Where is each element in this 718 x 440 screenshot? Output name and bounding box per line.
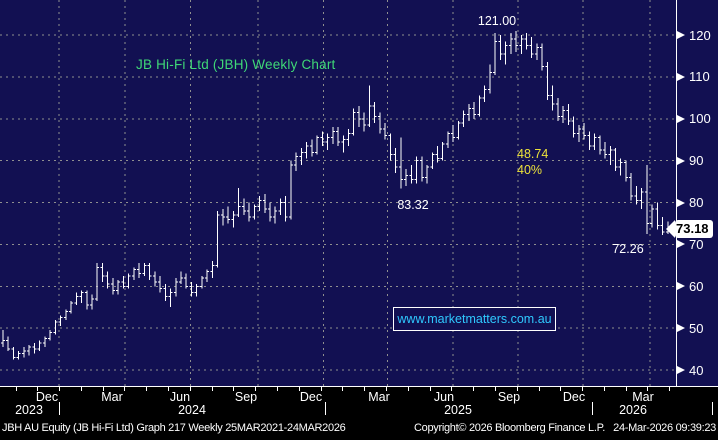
x-axis-month-label: Dec — [35, 390, 59, 404]
x-axis-month-tick — [647, 387, 649, 391]
x-axis-month-tick — [146, 387, 148, 391]
y-axis-label: 120 — [689, 27, 711, 43]
y-axis-label: 40 — [689, 362, 704, 378]
marketmatters-link-text: www.marketmatters.com.au — [397, 312, 552, 326]
x-axis-month-tick — [625, 387, 627, 391]
recent-low-label: 72.26 — [612, 242, 644, 256]
ohlc-weekly-bars — [1, 30, 670, 360]
price-chart-canvas[interactable] — [0, 0, 718, 386]
x-axis-band: Dec Mar Jun Sep Dec Mar Jun Sep Dec Mar 2023 2024 20… — [0, 387, 718, 417]
x-axis-year-separator — [59, 402, 60, 415]
y-axis-tick-icon — [677, 240, 685, 249]
x-axis-month-tick — [473, 387, 475, 391]
y-axis-tick-icon — [677, 366, 685, 374]
x-axis-month-tick — [385, 387, 387, 391]
x-axis-month-label: Sep — [234, 390, 258, 404]
last-price-value: 73.18 — [675, 220, 713, 238]
marketmatters-link[interactable]: www.marketmatters.com.au — [393, 307, 556, 331]
y-axis-label: 100 — [689, 111, 711, 127]
x-axis-month-tick — [124, 387, 126, 391]
x-axis-month-tick — [59, 387, 61, 391]
x-axis-month-tick — [407, 387, 409, 391]
y-axis-tick-icon — [677, 156, 685, 165]
y-axis-tick-icon — [677, 114, 685, 123]
x-axis-month-tick — [37, 387, 39, 391]
last-price-tag: 73.18 — [666, 220, 713, 238]
x-axis-year-separator — [592, 402, 593, 415]
x-axis-month-label: Dec — [562, 390, 586, 404]
status-bar: JBH AU Equity (JB Hi-Fi Ltd) Graph 217 W… — [0, 417, 718, 440]
x-axis-year-label: 2026 — [619, 403, 647, 417]
y-axis-label: 50 — [689, 320, 704, 336]
y-axis-label: 60 — [689, 278, 704, 294]
x-axis-month-label: Dec — [299, 390, 323, 404]
x-axis-month-tick — [582, 387, 583, 391]
x-axis-month-label: Mar — [101, 390, 123, 404]
y-axis-tick-icon — [677, 324, 685, 333]
swing-low-label: 83.32 — [397, 198, 429, 212]
y-axis-label: 70 — [689, 236, 704, 252]
x-axis-month-tick — [298, 387, 300, 391]
x-axis-year-label: 2023 — [15, 403, 43, 417]
x-axis-month-tick — [494, 387, 496, 391]
y-axis-line — [676, 0, 677, 386]
x-axis-month-tick — [211, 387, 213, 391]
chart-title: JB Hi-Fi Ltd (JBH) Weekly Chart — [136, 57, 336, 72]
y-axis-tick-icon — [677, 31, 685, 39]
x-axis-month-label: Jun — [169, 390, 191, 404]
range-percent-label: 40% — [517, 163, 543, 177]
y-axis-tick-icon — [677, 282, 685, 291]
x-axis-month-tick — [189, 387, 191, 391]
x-axis-year-separator — [325, 402, 326, 415]
x-axis-month-tick — [15, 387, 17, 391]
x-axis-month-tick — [429, 387, 431, 391]
status-security-info: JBH AU Equity (JB Hi-Fi Ltd) Graph 217 W… — [2, 422, 346, 434]
x-axis-month-label: Sep — [497, 390, 521, 404]
x-axis-month-tick — [538, 387, 540, 391]
x-axis-month-tick — [669, 387, 671, 391]
x-axis-month-tick — [560, 387, 562, 391]
x-axis-month-tick — [603, 387, 605, 391]
y-axis-label: 80 — [689, 195, 704, 210]
x-axis-month-tick — [168, 387, 169, 391]
range-points-label: 48.74 — [517, 147, 549, 161]
x-axis-month-label: Mar — [632, 390, 654, 404]
x-axis-year-label: 2024 — [178, 403, 206, 417]
chart-plot-area: JB Hi-Fi Ltd (JBH) Weekly Chart 121.00 83… — [0, 0, 718, 386]
status-copyright: Copyright© 2026 Bloomberg Finance L.P. — [414, 422, 605, 434]
y-axis-tick-icon — [677, 72, 685, 81]
x-axis-month-tick — [255, 387, 257, 391]
x-axis-year-separator — [712, 402, 713, 415]
x-axis-month-tick — [277, 387, 278, 391]
status-datetime: 24-Mar-2026 09:39:23 — [613, 422, 716, 434]
x-axis-month-tick — [320, 387, 322, 391]
x-axis-month-tick — [364, 387, 366, 391]
x-axis-month-tick — [102, 387, 104, 391]
x-axis-month-label: Jun — [433, 390, 455, 404]
x-axis-month-label: Mar — [368, 390, 390, 404]
x-axis-month-tick — [342, 387, 344, 391]
x-axis-month-tick — [233, 387, 235, 391]
high-price-label: 121.00 — [477, 14, 517, 28]
x-axis-month-tick — [451, 387, 453, 391]
x-axis-year-label: 2025 — [444, 403, 472, 417]
x-axis-month-tick — [516, 387, 518, 391]
x-axis-month-tick — [80, 387, 82, 391]
y-axis-label: 90 — [689, 153, 704, 169]
y-axis-label: 110 — [689, 69, 710, 85]
last-price-tag-pointer-icon — [666, 220, 675, 238]
y-axis-tick-icon — [677, 198, 685, 207]
x-axis-line — [0, 386, 718, 387]
